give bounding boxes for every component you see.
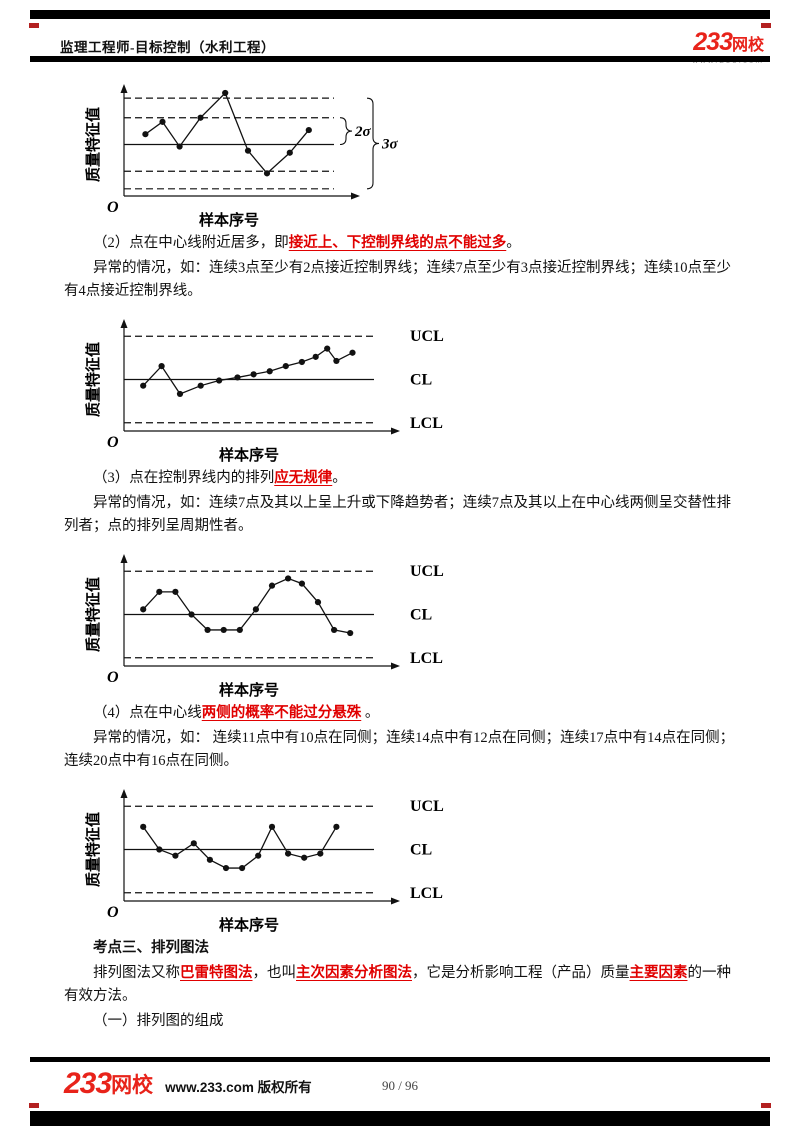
svg-text:CL: CL	[410, 842, 432, 859]
logo-wangxiao: 网校	[731, 37, 764, 54]
body-text: 的一种有效方法。	[64, 965, 731, 1004]
svg-text:样本序号: 样本序号	[219, 916, 279, 934]
top-rule	[30, 10, 770, 19]
body-text: 。	[332, 470, 347, 486]
body-text: ，也叫	[252, 965, 297, 981]
paragraph-pareto-composition: （一）排列图的组成	[64, 1010, 736, 1033]
bottom-rule	[30, 1111, 770, 1126]
body-text: （2）点在中心线附近居多，即	[93, 235, 289, 251]
control-chart-periodic: UCL CL LCL O 样本序号 质量特征值	[84, 554, 444, 699]
body-text: （3）点在控制界线内的排列	[93, 470, 275, 486]
registration-mark	[29, 23, 39, 28]
svg-text:UCL: UCL	[410, 798, 444, 815]
page-content: 2σ 3σ O 样本序号 质量特征值 （2）点在中心线附近居多，即接近上、下控制界线的点…	[30, 68, 770, 1035]
emphasis-red-text: 应无规律	[274, 470, 333, 486]
paragraph-point-3: （3）点在控制界线内的排列应无规律。	[64, 467, 736, 490]
svg-text:样本序号: 样本序号	[199, 211, 259, 229]
emphasis-red-text: 主要因素	[629, 965, 688, 981]
body-text: 。	[506, 235, 521, 251]
svg-text:质量特征值: 质量特征值	[84, 107, 102, 182]
body-text: 异常的情况，如： 连续11点中有10点在同侧；连续14点中有12点在同侧；连续1…	[64, 730, 735, 769]
registration-mark	[761, 1103, 771, 1108]
emphasis-red-text: 巴雷特图法	[180, 965, 253, 981]
emphasis-red-text: 接近上、下控制界线的点不能过多	[288, 235, 507, 251]
svg-text:3σ: 3σ	[381, 136, 399, 152]
paragraph-abnormal-cases-4: 异常的情况，如： 连续11点中有10点在同侧；连续14点中有12点在同侧；连续1…	[64, 727, 736, 773]
page-number: 90 / 96	[381, 1078, 419, 1093]
svg-text:LCL: LCL	[410, 415, 443, 432]
svg-text:O: O	[107, 669, 119, 686]
footer-rule	[30, 1057, 770, 1062]
header-rule	[30, 56, 770, 62]
paragraph-pareto-intro: 排列图法又称巴雷特图法，也叫主次因素分析图法，它是分析影响工程（产品）质量主要因…	[64, 962, 736, 1008]
body-text: （4）点在中心线	[93, 705, 202, 721]
body-text: （一）排列图的组成	[93, 1013, 224, 1029]
svg-text:CL: CL	[410, 372, 432, 389]
paragraph-abnormal-cases-3: 异常的情况，如：连续7点及其以上呈上升或下降趋势者；连续7点及其以上在中心线两侧…	[64, 492, 736, 538]
heading-topic-3: 考点三、排列图法	[64, 937, 736, 960]
control-chart-trend: UCL CL LCL O 样本序号 质量特征值	[84, 319, 444, 464]
svg-text:样本序号: 样本序号	[219, 446, 279, 464]
paragraph-point-4: （4）点在中心线两侧的概率不能过分悬殊 。	[64, 702, 736, 725]
control-chart-both-sides: UCL CL LCL O 样本序号 质量特征值	[84, 789, 444, 934]
svg-text:质量特征值: 质量特征值	[84, 577, 102, 652]
document-title: 监理工程师-目标控制（水利工程）	[60, 40, 275, 55]
paragraph-point-2: （2）点在中心线附近居多，即接近上、下控制界线的点不能过多。	[64, 232, 736, 255]
body-text: 排列图法又称	[93, 965, 180, 981]
svg-text:O: O	[107, 199, 119, 216]
body-text: 。	[361, 705, 380, 721]
brand-logo-text: 233网校	[692, 30, 764, 55]
body-text: 异常的情况，如：连续7点及其以上呈上升或下降趋势者；连续7点及其以上在中心线两侧…	[64, 495, 731, 534]
svg-text:LCL: LCL	[410, 650, 443, 667]
emphasis-red-text: 主次因素分析图法	[296, 965, 412, 981]
svg-text:O: O	[107, 904, 119, 921]
paragraph-abnormal-cases-2: 异常的情况，如：连续3点至少有2点接近控制界线；连续7点至少有3点接近控制界线；…	[64, 257, 736, 303]
svg-text:2σ: 2σ	[354, 124, 372, 140]
footer-logo-233: 233	[64, 1067, 112, 1100]
footer: 233 网校 www.233.com 版权所有	[64, 1064, 312, 1104]
svg-text:UCL: UCL	[410, 328, 444, 345]
logo-233: 233	[693, 28, 733, 56]
svg-text:质量特征值: 质量特征值	[84, 812, 102, 887]
body-text: 异常的情况，如：连续3点至少有2点接近控制界线；连续7点至少有3点接近控制界线；…	[64, 260, 731, 299]
svg-text:CL: CL	[410, 607, 432, 624]
svg-text:质量特征值: 质量特征值	[84, 342, 102, 417]
registration-mark	[761, 23, 771, 28]
body-text: ，它是分析影响工程（产品）质量	[412, 965, 630, 981]
svg-text:样本序号: 样本序号	[219, 681, 279, 699]
control-chart-sigma-limits: 2σ 3σ O 样本序号 质量特征值	[84, 84, 399, 229]
svg-text:O: O	[107, 434, 119, 451]
copyright-text: www.233.com 版权所有	[165, 1080, 312, 1095]
registration-mark	[29, 1103, 39, 1108]
svg-text:LCL: LCL	[410, 885, 443, 902]
footer-logo-wangxiao: 网校	[111, 1074, 154, 1097]
svg-text:UCL: UCL	[410, 563, 444, 580]
body-text: 考点三、排列图法	[93, 940, 209, 956]
emphasis-red-text: 两侧的概率不能过分悬殊	[201, 705, 362, 721]
